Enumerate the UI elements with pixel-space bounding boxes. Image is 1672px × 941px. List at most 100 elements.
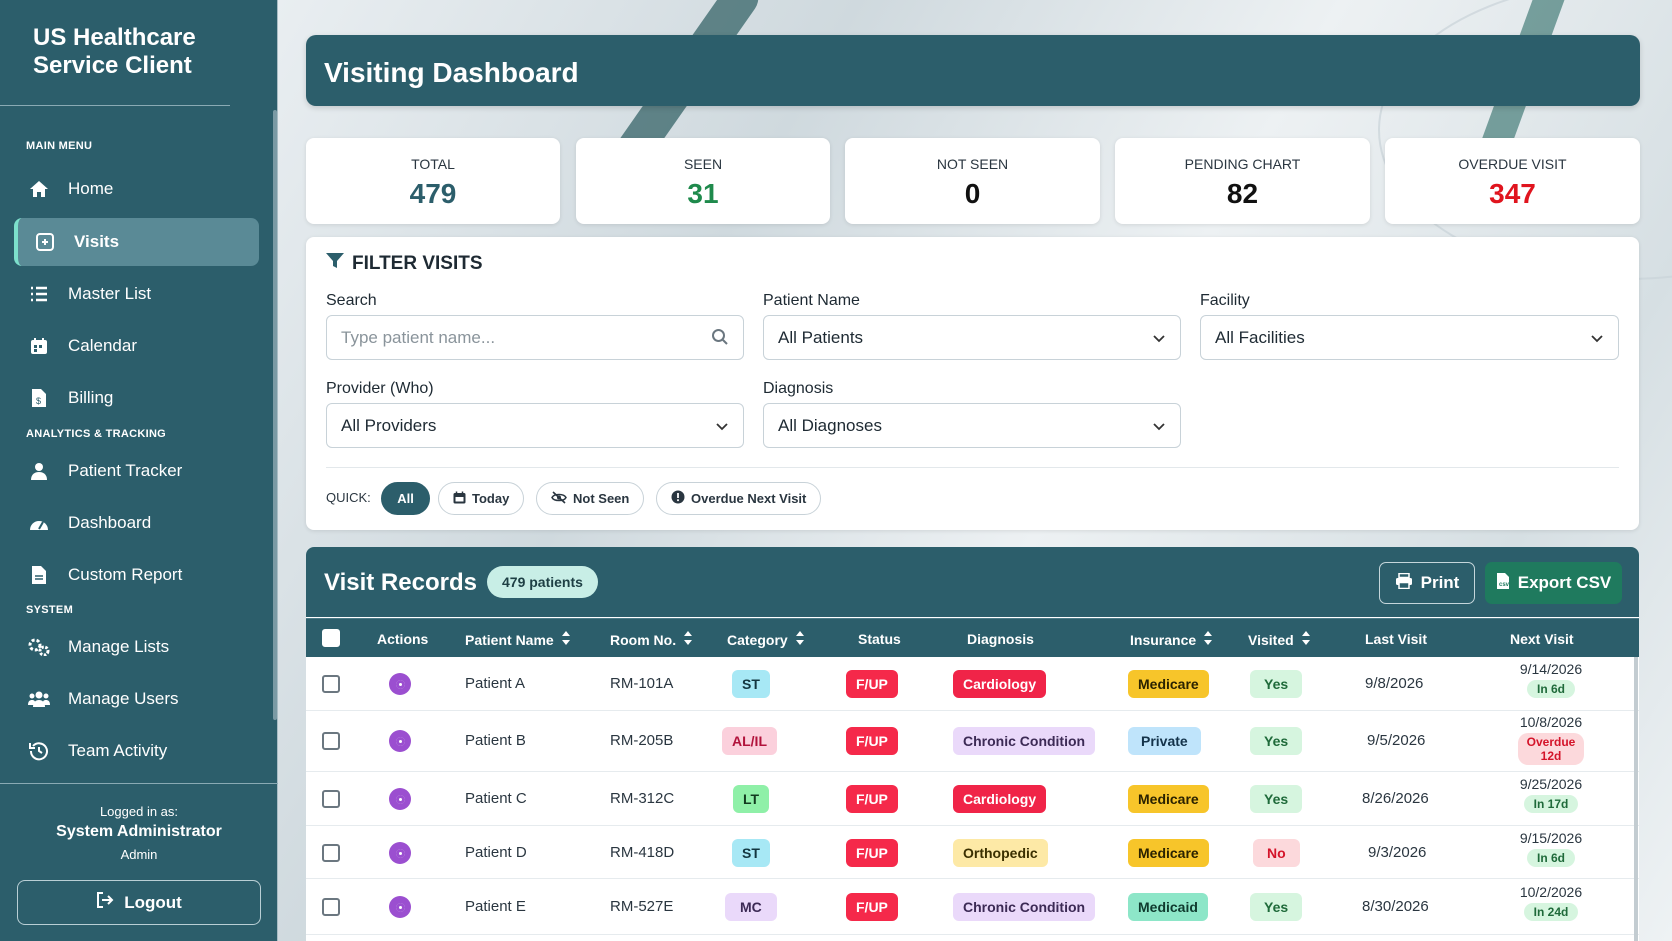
room-no: RM-101A [610, 675, 674, 692]
logout-button[interactable]: Logout [17, 880, 261, 925]
stat-card-seen: SEEN 31 [576, 138, 830, 224]
sidebar-item-patient-tracker[interactable]: Patient Tracker [14, 447, 259, 495]
col-visited[interactable]: Visited [1248, 631, 1310, 648]
category-badge: LT [733, 785, 770, 813]
export-csv-button[interactable]: csv Export CSV [1485, 562, 1622, 604]
quick-filter-not-seen[interactable]: Not Seen [536, 482, 645, 515]
filter-title: FILTER VISITS [326, 253, 483, 275]
quick-filter-label: Overdue Next Visit [691, 491, 807, 506]
table-scrollbar[interactable] [1634, 657, 1638, 941]
sidebar-item-dashboard[interactable]: Dashboard [14, 499, 259, 547]
row-checkbox[interactable] [322, 790, 340, 808]
sidebar-item-master-list[interactable]: Master List [14, 270, 259, 318]
sidebar-item-home[interactable]: Home [14, 165, 259, 213]
next-visit-badge: In 17d [1523, 795, 1579, 813]
sidebar-item-manage-users[interactable]: Manage Users [14, 675, 259, 723]
sort-icon[interactable] [1301, 631, 1310, 648]
sort-icon[interactable] [795, 631, 804, 648]
divider [326, 467, 1619, 468]
row-checkbox[interactable] [322, 844, 340, 862]
facility-select[interactable]: All Facilities [1200, 315, 1619, 360]
quick-filter-label: All [397, 491, 414, 506]
status-badge: F/UP [846, 893, 898, 921]
search-icon[interactable] [711, 328, 729, 351]
select-all-checkbox[interactable] [322, 629, 340, 647]
sidebar-item-billing[interactable]: $ Billing [14, 374, 259, 422]
sidebar-item-label: Manage Users [68, 689, 179, 708]
users-icon [28, 688, 50, 710]
insurance-badge: Medicare [1128, 839, 1209, 867]
view-icon[interactable] [389, 673, 411, 695]
sidebar-item-visits[interactable]: Visits [14, 218, 259, 266]
sidebar-item-team-activity[interactable]: Team Activity [14, 727, 259, 775]
quick-filter-overdue[interactable]: Overdue Next Visit [656, 482, 822, 515]
col-category[interactable]: Category [727, 631, 804, 648]
search-input[interactable] [341, 327, 721, 348]
provider-select[interactable]: All Providers [326, 403, 744, 448]
sidebar-item-label: Home [68, 179, 114, 198]
row-checkbox[interactable] [322, 675, 340, 693]
page-title: Visiting Dashboard [306, 35, 1640, 106]
print-button[interactable]: Print [1379, 562, 1475, 604]
quick-label: QUICK: [326, 490, 371, 505]
sidebar-scrollbar[interactable] [273, 110, 277, 720]
sort-icon[interactable] [1204, 631, 1213, 648]
row-checkbox[interactable] [322, 732, 340, 750]
file-csv-icon: csv [1496, 572, 1518, 595]
sidebar-item-custom-report[interactable]: Custom Report [14, 551, 259, 599]
user-role: Admin [120, 847, 158, 862]
quick-filter-label: Today [472, 491, 510, 506]
table-row[interactable]: Patient C RM-312C LT F/UP Cardiology Med… [306, 772, 1639, 826]
sidebar-item-calendar[interactable]: Calendar [14, 322, 259, 370]
col-label: Visited [1248, 631, 1294, 648]
row-checkbox[interactable] [322, 898, 340, 916]
cogs-icon [28, 636, 50, 658]
view-icon[interactable] [389, 788, 411, 810]
diagnosis-select[interactable]: All Diagnoses [763, 403, 1181, 448]
section-main-menu: MAIN MENU [26, 140, 93, 152]
diagnosis-label: Diagnosis [763, 380, 834, 397]
quick-filter-all[interactable]: All [381, 482, 430, 515]
next-visit-badge: Overdue 12d [1518, 733, 1584, 765]
stat-card-total: TOTAL 479 [306, 138, 560, 224]
patient-name-select[interactable]: All Patients [763, 315, 1181, 360]
stat-label: OVERDUE VISIT [1458, 156, 1567, 172]
diagnosis-badge: Chronic Condition [953, 727, 1096, 755]
sidebar-item-manage-lists[interactable]: Manage Lists [14, 623, 259, 671]
col-room-no[interactable]: Room No. [610, 631, 693, 648]
checkbox[interactable] [322, 629, 340, 647]
search-label: Search [326, 292, 377, 309]
visits-icon [34, 231, 56, 253]
col-patient-name[interactable]: Patient Name [465, 631, 570, 648]
visited-badge: Yes [1250, 785, 1303, 813]
patient-name: Patient D [465, 844, 527, 861]
col-insurance[interactable]: Insurance [1130, 631, 1213, 648]
room-no: RM-312C [610, 790, 675, 807]
view-icon[interactable] [389, 842, 411, 864]
sidebar: US Healthcare Service Client MAIN MENU H… [0, 0, 278, 941]
view-icon[interactable] [389, 730, 411, 752]
last-visit: 9/3/2026 [1368, 844, 1427, 861]
table-row[interactable]: Patient B RM-205B AL/IL F/UP Chronic Con… [306, 711, 1639, 772]
provider-label: Provider (Who) [326, 380, 434, 397]
chevron-down-icon [1152, 330, 1166, 350]
sidebar-item-label: Manage Lists [68, 637, 170, 656]
view-icon[interactable] [389, 896, 411, 918]
section-analytics: ANALYTICS & TRACKING [26, 428, 167, 440]
table-row[interactable]: Patient A RM-101A ST F/UP Cardiology Med… [306, 657, 1639, 711]
status-badge: F/UP [846, 670, 898, 698]
sort-icon[interactable] [684, 631, 693, 648]
calendar-icon [28, 335, 50, 357]
sort-icon[interactable] [561, 631, 570, 648]
col-label: Room No. [610, 631, 677, 648]
visited-badge: Yes [1250, 893, 1303, 921]
table-row[interactable]: Patient D RM-418D ST F/UP Orthopedic Med… [306, 826, 1639, 879]
quick-filter-today[interactable]: Today [438, 482, 525, 515]
patient-name-label: Patient Name [763, 292, 860, 309]
last-visit: 8/26/2026 [1362, 790, 1429, 807]
visited-badge: Yes [1250, 727, 1303, 755]
document-icon [28, 564, 50, 586]
table-row[interactable]: Patient E RM-527E MC F/UP Chronic Condit… [306, 879, 1639, 935]
visit-records-panel: Visit Records 479 patients Print csv Exp… [306, 547, 1639, 941]
stat-value: 31 [687, 178, 719, 209]
